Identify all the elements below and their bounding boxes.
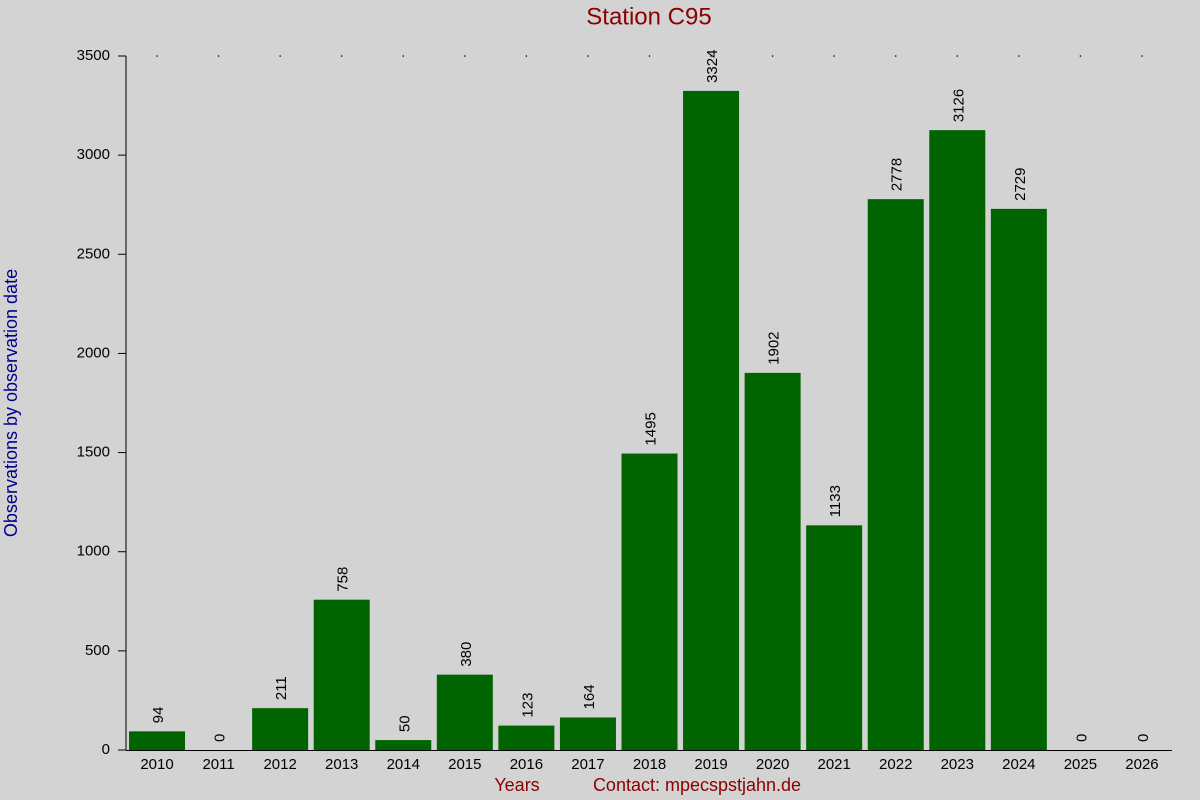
y-tick-label: 3000 xyxy=(77,146,110,163)
value-label: 380 xyxy=(458,642,475,667)
y-axis-label: Observations by observation date xyxy=(1,269,21,537)
value-label: 0 xyxy=(1073,734,1090,742)
top-tick xyxy=(894,55,897,57)
top-tick xyxy=(340,55,343,57)
top-tick xyxy=(156,55,158,57)
y-tick-label: 3500 xyxy=(77,47,110,64)
bar xyxy=(129,731,186,750)
value-label: 1495 xyxy=(643,412,660,445)
footer: Contact: mpecspstjahn.de xyxy=(593,775,801,795)
x-tick-label: 2022 xyxy=(879,756,912,773)
bar xyxy=(375,740,432,750)
value-label: 3126 xyxy=(950,89,967,122)
bar xyxy=(990,208,1047,750)
y-tick-label: 1500 xyxy=(77,444,110,461)
value-label: 2729 xyxy=(1012,168,1029,201)
top-tick xyxy=(1141,55,1143,57)
value-label: 164 xyxy=(581,684,598,709)
top-tick xyxy=(833,55,835,57)
bar xyxy=(683,90,740,750)
top-tick xyxy=(648,55,651,57)
top-tick xyxy=(402,55,405,57)
x-tick-label: 2015 xyxy=(448,756,481,773)
y-tick-label: 500 xyxy=(85,642,110,659)
value-label: 0 xyxy=(212,734,229,742)
y-tick-label: 1000 xyxy=(77,543,110,560)
top-tick xyxy=(710,55,712,57)
top-tick xyxy=(279,55,281,57)
value-label: 211 xyxy=(273,676,290,700)
x-tick-label: 2025 xyxy=(1064,756,1097,773)
top-tick xyxy=(587,55,589,57)
value-label: 0 xyxy=(1135,734,1152,742)
value-label: 50 xyxy=(396,715,413,732)
y-tick-label: 2000 xyxy=(77,344,110,361)
x-tick-label: 2023 xyxy=(941,756,974,773)
x-tick-label: 2021 xyxy=(817,756,850,773)
bar xyxy=(436,674,493,750)
x-tick-label: 2018 xyxy=(633,756,666,773)
x-tick-label: 2017 xyxy=(571,756,604,773)
bar xyxy=(867,199,924,750)
bar xyxy=(252,708,309,750)
value-label: 94 xyxy=(150,707,167,724)
top-tick xyxy=(956,55,959,57)
x-tick-label: 2013 xyxy=(325,756,358,773)
chart-title: Station C95 xyxy=(586,3,711,30)
value-label: 1902 xyxy=(766,331,783,364)
x-axis-label: Years xyxy=(494,775,539,795)
x-tick-label: 2016 xyxy=(510,756,543,773)
top-tick xyxy=(217,55,220,57)
value-label: 123 xyxy=(519,693,536,718)
value-label: 2778 xyxy=(889,158,906,191)
x-tick-label: 2010 xyxy=(140,756,173,773)
x-tick-label: 2019 xyxy=(694,756,727,773)
x-tick-label: 2026 xyxy=(1125,756,1158,773)
value-label: 758 xyxy=(335,567,352,592)
x-tick-label: 2024 xyxy=(1002,756,1035,773)
x-tick-label: 2011 xyxy=(202,756,234,773)
value-label: 3324 xyxy=(704,50,721,83)
y-tick-label: 2500 xyxy=(77,245,110,262)
x-tick-label: 2012 xyxy=(263,756,296,773)
bar xyxy=(744,372,801,750)
x-tick-label: 2014 xyxy=(387,756,420,773)
top-tick xyxy=(1018,55,1020,57)
bar xyxy=(929,130,986,750)
top-tick xyxy=(771,55,774,57)
bar xyxy=(621,453,678,750)
bar xyxy=(559,717,616,750)
x-tick-label: 2020 xyxy=(756,756,789,773)
top-tick xyxy=(464,55,466,57)
bar xyxy=(498,725,555,750)
bar xyxy=(313,599,370,750)
value-label: 1133 xyxy=(827,485,844,517)
top-tick xyxy=(1079,55,1082,57)
bar xyxy=(806,525,863,750)
y-tick-label: 0 xyxy=(102,741,110,758)
top-tick xyxy=(525,55,528,57)
